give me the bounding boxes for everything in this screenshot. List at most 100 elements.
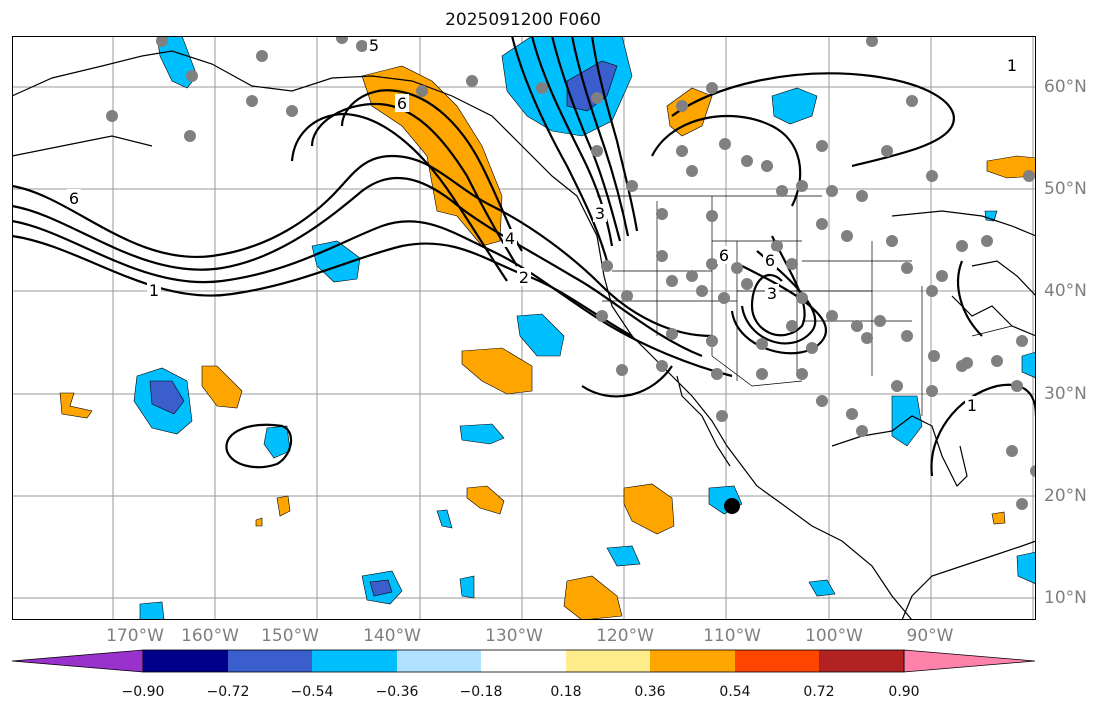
shade-negative	[459, 423, 505, 445]
colorbar-tick-label: 0.36	[634, 684, 666, 700]
colorbar-extend-min	[11, 649, 144, 673]
lat-label: 40°N	[1044, 281, 1087, 301]
station-marker	[706, 210, 718, 222]
lon-label: 140°W	[363, 626, 421, 646]
station-marker	[1006, 445, 1018, 457]
lat-label: 50°N	[1044, 179, 1087, 199]
lat-label: 20°N	[1044, 486, 1087, 506]
station-marker	[816, 218, 828, 230]
contour-label: 6	[765, 251, 775, 270]
contour-label-bg	[1005, 56, 1019, 74]
lat-label: 10°N	[1044, 588, 1087, 608]
station-marker	[656, 250, 668, 262]
station-marker	[856, 425, 868, 437]
station-marker	[1023, 170, 1035, 182]
contour-labels: 5 6 6 4 2 1 3 6 3 6 1 1	[67, 36, 1019, 415]
contour-label: 1	[1007, 56, 1017, 75]
station-marker	[741, 155, 753, 167]
shade-positive	[991, 511, 1006, 525]
station-marker	[816, 140, 828, 152]
station-markers	[106, 36, 1036, 510]
station-marker	[711, 368, 723, 380]
station-marker	[886, 235, 898, 247]
station-marker	[186, 70, 198, 82]
station-marker	[761, 160, 773, 172]
station-marker	[901, 330, 913, 342]
shade-positive	[461, 347, 533, 395]
station-marker	[771, 240, 783, 252]
station-marker	[716, 410, 728, 422]
colorbar-tick-label: −0.72	[206, 684, 250, 700]
station-marker	[796, 368, 808, 380]
station-marker	[796, 180, 808, 192]
storm-center-marker[interactable]	[724, 498, 740, 514]
station-marker	[591, 92, 603, 104]
station-marker	[706, 82, 718, 94]
station-marker	[621, 290, 633, 302]
lon-label: 120°W	[596, 626, 654, 646]
station-marker	[881, 145, 893, 157]
station-marker	[756, 368, 768, 380]
contour-label: 5	[369, 36, 379, 55]
station-marker	[256, 50, 268, 62]
colorbar-frame	[142, 649, 905, 673]
colorbar-tick-label: 0.18	[550, 684, 582, 700]
shade-positive	[466, 485, 505, 515]
colorbar-tick-label: 0.90	[888, 684, 920, 700]
contour-label-bg	[593, 204, 607, 222]
station-marker	[851, 320, 863, 332]
colorbar-segment	[228, 650, 312, 672]
contour-label: 6	[69, 189, 79, 208]
station-marker	[936, 270, 948, 282]
colorbar-segment	[397, 650, 481, 672]
shade-positive	[201, 365, 243, 409]
shade-positive	[986, 155, 1036, 179]
colorbar-segment	[312, 650, 397, 672]
station-marker	[928, 350, 940, 362]
colorbar	[11, 649, 1036, 673]
colorbar-tick-label: −0.18	[459, 684, 503, 700]
station-marker	[356, 40, 368, 52]
station-marker	[666, 275, 678, 287]
map-panel[interactable]: 5 6 6 4 2 1 3 6 3 6 1 1	[12, 36, 1036, 620]
station-marker	[656, 360, 668, 372]
station-marker	[336, 36, 348, 44]
station-marker	[826, 310, 838, 322]
contour-label-bg	[147, 281, 161, 299]
shade-negative	[459, 575, 475, 599]
shade-negative	[436, 509, 453, 529]
station-marker	[626, 180, 638, 192]
colorbar-segment	[566, 650, 650, 672]
station-marker	[826, 185, 838, 197]
station-marker	[246, 95, 258, 107]
station-marker	[956, 360, 968, 372]
station-marker	[1030, 465, 1036, 477]
lon-label: 100°W	[805, 626, 863, 646]
shade-negative	[369, 579, 393, 597]
colorbar-segment	[650, 650, 735, 672]
station-marker	[866, 36, 878, 47]
station-marker	[856, 190, 868, 202]
map-frame	[12, 36, 1036, 620]
shade-negative	[771, 87, 818, 125]
shade-negative	[139, 601, 165, 620]
station-marker	[156, 36, 168, 47]
colorbar-tick-label: −0.54	[290, 684, 334, 700]
station-marker	[981, 235, 993, 247]
contour-label: 1	[149, 281, 159, 300]
station-marker	[926, 385, 938, 397]
station-marker	[926, 285, 938, 297]
station-marker	[756, 338, 768, 350]
colorbar-extend-max	[903, 649, 1036, 673]
contour-label-bg	[717, 246, 731, 264]
colorbar-tick-label: 0.54	[719, 684, 751, 700]
station-marker	[816, 395, 828, 407]
station-marker	[706, 258, 718, 270]
station-marker	[956, 240, 968, 252]
station-marker	[841, 230, 853, 242]
coastlines	[12, 50, 1036, 620]
shade-positive	[59, 392, 93, 419]
shade-positive	[276, 495, 291, 517]
station-marker	[861, 332, 873, 344]
station-marker	[184, 130, 196, 142]
